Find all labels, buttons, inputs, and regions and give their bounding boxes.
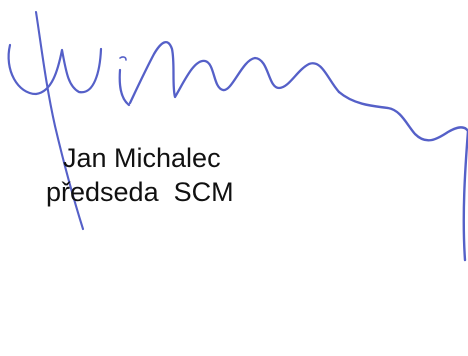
signature-strokes [9, 12, 468, 260]
signer-name: Jan Michalec [63, 142, 221, 174]
signature-stroke-i-dot [120, 57, 126, 60]
signer-role: předseda SCM [46, 176, 234, 208]
signature-stroke-middle [130, 42, 339, 103]
signature-stroke-i [120, 70, 129, 105]
signature-stroke-tail [339, 92, 468, 260]
signature-stroke-first-loop [9, 45, 101, 94]
